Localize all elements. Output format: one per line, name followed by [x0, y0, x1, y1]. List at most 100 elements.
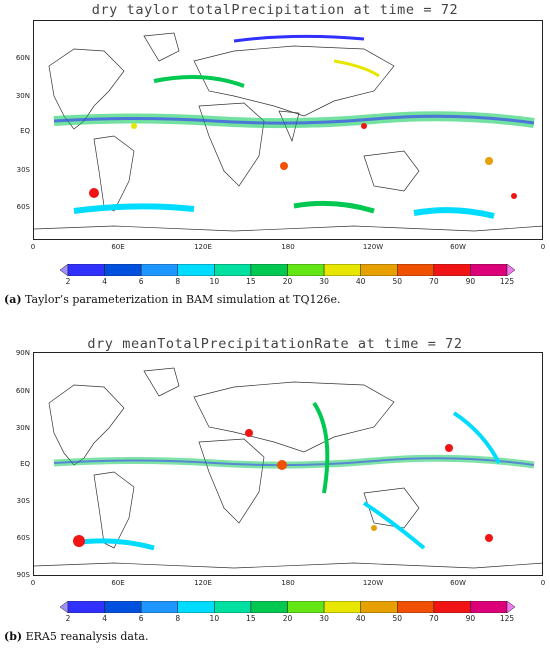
coastlines	[34, 33, 543, 231]
panel-a-lon-120w: 120W	[358, 243, 388, 251]
panel-a-lon-60e: 60E	[103, 243, 133, 251]
colorbar-bin-13	[507, 264, 515, 276]
colorbar-bin-1	[68, 264, 105, 276]
colorbar-bin-0	[60, 264, 68, 276]
colorbar-bin-10	[397, 264, 434, 276]
panel-a-lon-60w: 60W	[443, 243, 473, 251]
panel-b-map-svg	[34, 353, 543, 576]
panel-a: dry taylor totalPrecipitation at time = …	[0, 0, 550, 310]
panel-b-map	[33, 352, 543, 576]
colorbar-bin-7	[288, 264, 325, 276]
colorbar-tick-8: 8	[163, 277, 193, 286]
colorbar-tick-70: 70	[419, 614, 449, 623]
panel-a-caption-text: Taylor’s parameterization in BAM simulat…	[22, 293, 341, 306]
colorbar-tick-20: 20	[273, 277, 303, 286]
colorbar-bin-8	[324, 601, 361, 613]
panel-b-colorbar	[60, 601, 515, 613]
greenland	[144, 33, 179, 61]
colorbar-tick-90: 90	[455, 277, 485, 286]
panel-a-caption: (a) Taylor’s parameterization in BAM sim…	[4, 293, 341, 306]
panel-b-colorbar-svg	[60, 601, 515, 613]
panel-a-caption-letter: (a)	[4, 293, 22, 306]
colorbar-bin-1	[68, 601, 105, 613]
colorbar-bin-0	[60, 601, 68, 613]
panel-b-lat-90n: 90N	[2, 349, 30, 357]
panel-b-lat-30n: 30N	[2, 424, 30, 432]
panel-a-map	[33, 20, 543, 240]
colorbar-tick-125: 125	[492, 614, 522, 623]
panel-b-lon-120e: 120E	[188, 579, 218, 587]
colorbar-tick-6: 6	[126, 277, 156, 286]
panel-b-lat-90s: 90S	[2, 571, 30, 579]
colorbar-bin-2	[105, 601, 142, 613]
africa	[199, 103, 264, 186]
colorbar-tick-2: 2	[53, 614, 83, 623]
colorbar-bin-4	[178, 264, 215, 276]
colorbar-tick-4: 4	[90, 277, 120, 286]
colorbar-tick-10: 10	[199, 277, 229, 286]
colorbar-tick-70: 70	[419, 277, 449, 286]
precip-bands	[54, 36, 534, 216]
colorbar-bin-12	[470, 264, 507, 276]
colorbar-tick-15: 15	[236, 614, 266, 623]
north-america	[49, 385, 124, 465]
panel-b-lon-0-left: 0	[18, 579, 48, 587]
panel-a-lat-30s: 30S	[2, 166, 30, 174]
panel-b-lat-60s: 60S	[2, 534, 30, 542]
panel-a-lat-30n: 30N	[2, 92, 30, 100]
colorbar-tick-40: 40	[346, 277, 376, 286]
panel-b-caption-text: ERA5 reanalysis data.	[22, 630, 148, 643]
panel-a-title: dry taylor totalPrecipitation at time = …	[0, 2, 550, 18]
panel-b-lon-180: 180	[273, 579, 303, 587]
panel-b-lon-60w: 60W	[443, 579, 473, 587]
panel-a-lon-0-right: 0	[528, 243, 550, 251]
colorbar-bin-4	[178, 601, 215, 613]
panel-a-lat-eq: EQ	[2, 127, 30, 135]
colorbar-bin-5	[214, 601, 251, 613]
colorbar-tick-30: 30	[309, 277, 339, 286]
panel-b-lon-120w: 120W	[358, 579, 388, 587]
panel-b-caption: (b) ERA5 reanalysis data.	[4, 630, 148, 643]
colorbar-tick-4: 4	[90, 614, 120, 623]
panel-b-lat-60n: 60N	[2, 387, 30, 395]
panel-a-colorbar-svg	[60, 264, 515, 276]
colorbar-bin-6	[251, 601, 288, 613]
panel-a-lon-120e: 120E	[188, 243, 218, 251]
panel-b-lat-30s: 30S	[2, 497, 30, 505]
colorbar-bin-7	[288, 601, 325, 613]
colorbar-bin-12	[470, 601, 507, 613]
panel-b-lat-eq: EQ	[2, 460, 30, 468]
colorbar-tick-2: 2	[53, 277, 83, 286]
colorbar-bin-5	[214, 264, 251, 276]
colorbar-bin-6	[251, 264, 288, 276]
africa	[199, 439, 264, 523]
colorbar-bin-3	[141, 601, 178, 613]
precip-bands	[54, 403, 534, 548]
colorbar-tick-6: 6	[126, 614, 156, 623]
panel-b-caption-letter: (b)	[4, 630, 22, 643]
colorbar-bin-3	[141, 264, 178, 276]
colorbar-tick-30: 30	[309, 614, 339, 623]
panel-a-lon-0-left: 0	[18, 243, 48, 251]
colorbar-tick-50: 50	[382, 277, 412, 286]
antarctica	[34, 226, 543, 231]
colorbar-tick-8: 8	[163, 614, 193, 623]
colorbar-bin-9	[361, 601, 398, 613]
antarctica	[34, 563, 543, 568]
colorbar-tick-90: 90	[455, 614, 485, 623]
panel-a-map-svg	[34, 21, 543, 240]
australia	[364, 151, 419, 191]
colorbar-bin-11	[434, 601, 471, 613]
panel-a-colorbar	[60, 264, 515, 276]
panel-a-lon-180: 180	[273, 243, 303, 251]
south-america	[94, 472, 134, 548]
europe-asia	[194, 382, 394, 452]
colorbar-bin-11	[434, 264, 471, 276]
panel-b-colorbar-ticks: 2 4 6 8 10 15 20 30 40 50 70 90 125	[0, 614, 550, 624]
colorbar-bin-13	[507, 601, 515, 613]
colorbar-bin-2	[105, 264, 142, 276]
colorbar-tick-10: 10	[199, 614, 229, 623]
panel-a-colorbar-ticks: 2 4 6 8 10 15 20 30 40 50 70 90 125	[0, 277, 550, 287]
colorbar-tick-15: 15	[236, 277, 266, 286]
colorbar-tick-20: 20	[273, 614, 303, 623]
